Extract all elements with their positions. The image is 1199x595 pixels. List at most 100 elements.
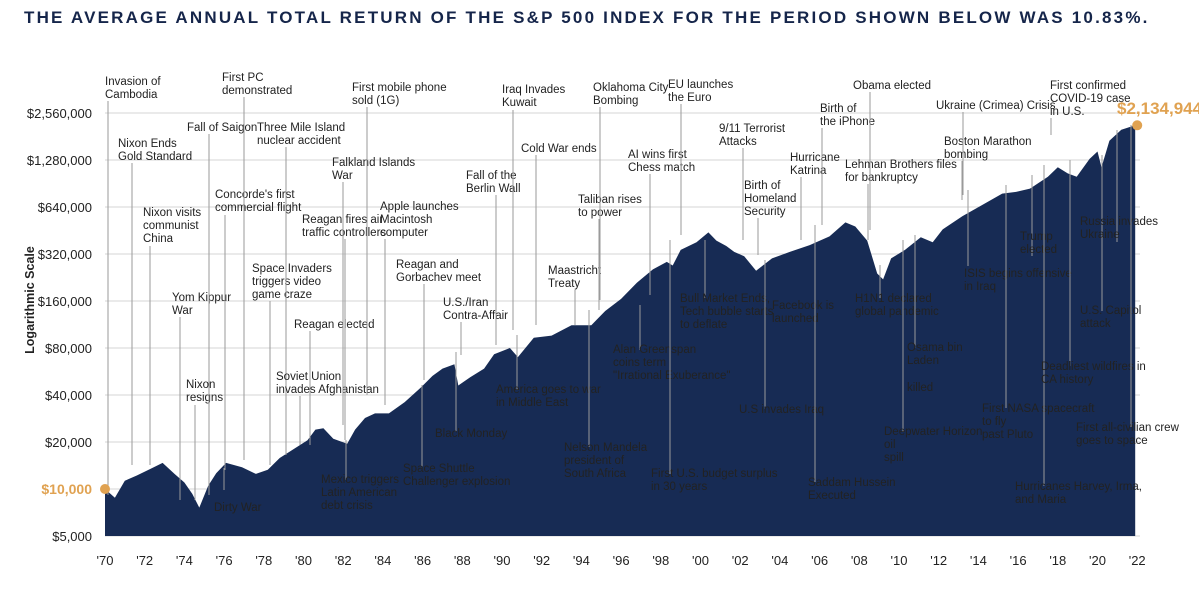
annotation-4: Nixon resigns <box>186 379 223 404</box>
x-axis: '70 '72 '74 '76 '78 '80 '82 '84 '86 '88 '90 '92 '94 '… <box>97 553 1146 568</box>
annotation-14: Mexico triggers Latin American debt crisis <box>321 474 399 512</box>
annotation-33: EU launches the Euro <box>668 79 733 104</box>
annotation-49: ISIS begins offensive in Iraq <box>964 268 1072 293</box>
y-tick-label: $20,000 <box>45 435 92 450</box>
annotation-54: Deadliest wildfires in CA history <box>1041 361 1146 386</box>
y-axis: $5,000 $10,000 $20,000 $40,000 $80,000 $160,0… <box>27 106 92 544</box>
annotation-34: Bull Market Ends, Tech bubble starts to de… <box>680 293 774 331</box>
x-tick-label: '94 <box>573 553 590 568</box>
annotation-24: Iraq Invades Kuwait <box>502 84 566 109</box>
annotation-7: Concorde's first commercial flight <box>215 189 302 214</box>
annotation-40: Saddam Hussein Executed <box>808 477 896 502</box>
endpoint-markers: $2,134,944 <box>100 99 1199 494</box>
annotation-13: Reagan fires air traffic controllers <box>302 214 386 239</box>
x-tick-label: '12 <box>930 553 947 568</box>
y-tick-label: $2,560,000 <box>27 106 92 121</box>
x-tick-label: '08 <box>851 553 868 568</box>
annotation-8: First PC demonstrated <box>222 72 292 97</box>
annotation-41: Birth of the iPhone <box>820 103 875 128</box>
annotation-29: Oklahoma City Bombing <box>593 82 669 107</box>
x-tick-label: '96 <box>613 553 630 568</box>
x-tick-label: '80 <box>295 553 312 568</box>
y-tick-label: $40,000 <box>45 388 92 403</box>
annotation-6: Dirty War <box>214 502 262 514</box>
x-tick-label: '14 <box>970 553 987 568</box>
x-tick-label: '04 <box>771 553 788 568</box>
annotation-18: Space Shuttle Challenger explosion <box>403 463 510 488</box>
annotation-2: Nixon visits communist China <box>143 207 201 245</box>
annotation-45: Deepwater Horizon oil spill <box>884 426 982 464</box>
annotation-55: U.S. Capitol attack <box>1080 305 1141 330</box>
x-tick-label: '22 <box>1129 553 1146 568</box>
annotation-44: H1N1 declared global pandemic <box>855 293 939 318</box>
y-tick-label: $1,280,000 <box>27 153 92 168</box>
y-tick-label: $80,000 <box>45 341 92 356</box>
x-tick-label: '84 <box>374 553 391 568</box>
x-tick-label: '72 <box>136 553 153 568</box>
x-tick-label: '00 <box>692 553 709 568</box>
annotation-43: Obama elected <box>853 80 931 92</box>
annotation-57: First all-civilian crew goes to space <box>1076 422 1180 447</box>
x-tick-label: '70 <box>97 553 114 568</box>
annotation-46: Osama bin Laden killed <box>907 342 963 394</box>
annotation-20: Black Monday <box>435 428 507 440</box>
annotation-52: Hurricanes Harvey, Irma, and Maria <box>1015 481 1142 506</box>
annotation-17: Apple launches Macintosh computer <box>380 201 459 239</box>
x-tick-label: '06 <box>811 553 828 568</box>
annotation-47: Boston Marathon bombing <box>944 136 1032 161</box>
annotation-56: Russia invades Ukraine <box>1080 216 1158 241</box>
annotation-12: Reagan elected <box>294 319 375 331</box>
x-tick-label: '92 <box>533 553 550 568</box>
annotation-39: Hurricane Katrina <box>790 152 840 177</box>
x-tick-label: '76 <box>216 553 233 568</box>
annotation-15: Falkland Islands War <box>332 157 415 182</box>
x-tick-label: '78 <box>255 553 272 568</box>
annotation-9: Space Invaders triggers video game craze <box>252 263 332 301</box>
x-tick-label: '10 <box>891 553 908 568</box>
y-tick-label: $320,000 <box>38 247 92 262</box>
x-tick-label: '20 <box>1089 553 1106 568</box>
annotation-25: Cold War ends <box>521 143 597 155</box>
annotation-32: First U.S. budget surplus in 30 years <box>651 468 778 493</box>
chart-title: THE AVERAGE ANNUAL TOTAL RETURN OF THE S… <box>24 8 1150 27</box>
annotation-42: Lehman Brothers files for bankruptcy <box>845 159 957 184</box>
x-tick-label: '16 <box>1010 553 1027 568</box>
x-tick-label: '18 <box>1049 553 1066 568</box>
annotation-50: First NASA spacecraft to fly past Pluto <box>982 403 1095 441</box>
sp500-area <box>105 125 1136 537</box>
end-value-label: $2,134,944 <box>1117 99 1199 118</box>
y-tick-label: $10,000 <box>41 481 92 497</box>
annotation-16: First mobile phone sold (1G) <box>352 82 447 107</box>
annotation-31: AI wins first Chess match <box>628 149 695 174</box>
end-marker <box>1132 120 1143 131</box>
annotation-51: Trump elected <box>1020 231 1057 256</box>
y-tick-label: $160,000 <box>38 294 92 309</box>
annotation-19: Reagan and Gorbachev meet <box>396 259 482 284</box>
y-tick-label: $5,000 <box>52 529 92 544</box>
annotation-1: Nixon Ends Gold Standard <box>118 138 192 163</box>
x-tick-label: '82 <box>335 553 352 568</box>
annotation-38: Facebook is launched <box>772 300 834 325</box>
annotation-5: Fall of Saigon <box>187 122 257 134</box>
x-tick-label: '86 <box>414 553 431 568</box>
annotation-27: Nelson Mandela president of South Africa <box>564 442 648 480</box>
start-marker <box>100 484 110 494</box>
annotation-30: Alan Greenspan coins term "Irrational Exub… <box>613 344 730 382</box>
annotation-11: Soviet Union invades Afghanistan <box>276 371 379 396</box>
annotation-26: Maastricht Treaty <box>548 265 602 290</box>
annotation-48: Ukraine (Crimea) Crisis <box>936 100 1056 112</box>
x-tick-label: '02 <box>732 553 749 568</box>
event-callouts: Invasion of Cambodia Nixon Ends Gold Standa… <box>105 72 1180 514</box>
annotation-36: Birth of Homeland Security <box>744 180 796 218</box>
x-tick-label: '98 <box>652 553 669 568</box>
x-tick-label: '88 <box>454 553 471 568</box>
y-axis-label: Logarithmic Scale <box>23 246 37 354</box>
annotation-23: America goes to war in Middle East <box>496 384 601 409</box>
x-tick-label: '90 <box>494 553 511 568</box>
annotation-0: Invasion of Cambodia <box>105 76 161 101</box>
annotation-21: U.S./Iran Contra-Affair <box>443 297 508 322</box>
x-tick-label: '74 <box>176 553 193 568</box>
annotation-53: First confirmed COVID-19 case in U.S. <box>1050 80 1131 118</box>
annotation-37: U.S invades Iraq <box>739 404 824 416</box>
